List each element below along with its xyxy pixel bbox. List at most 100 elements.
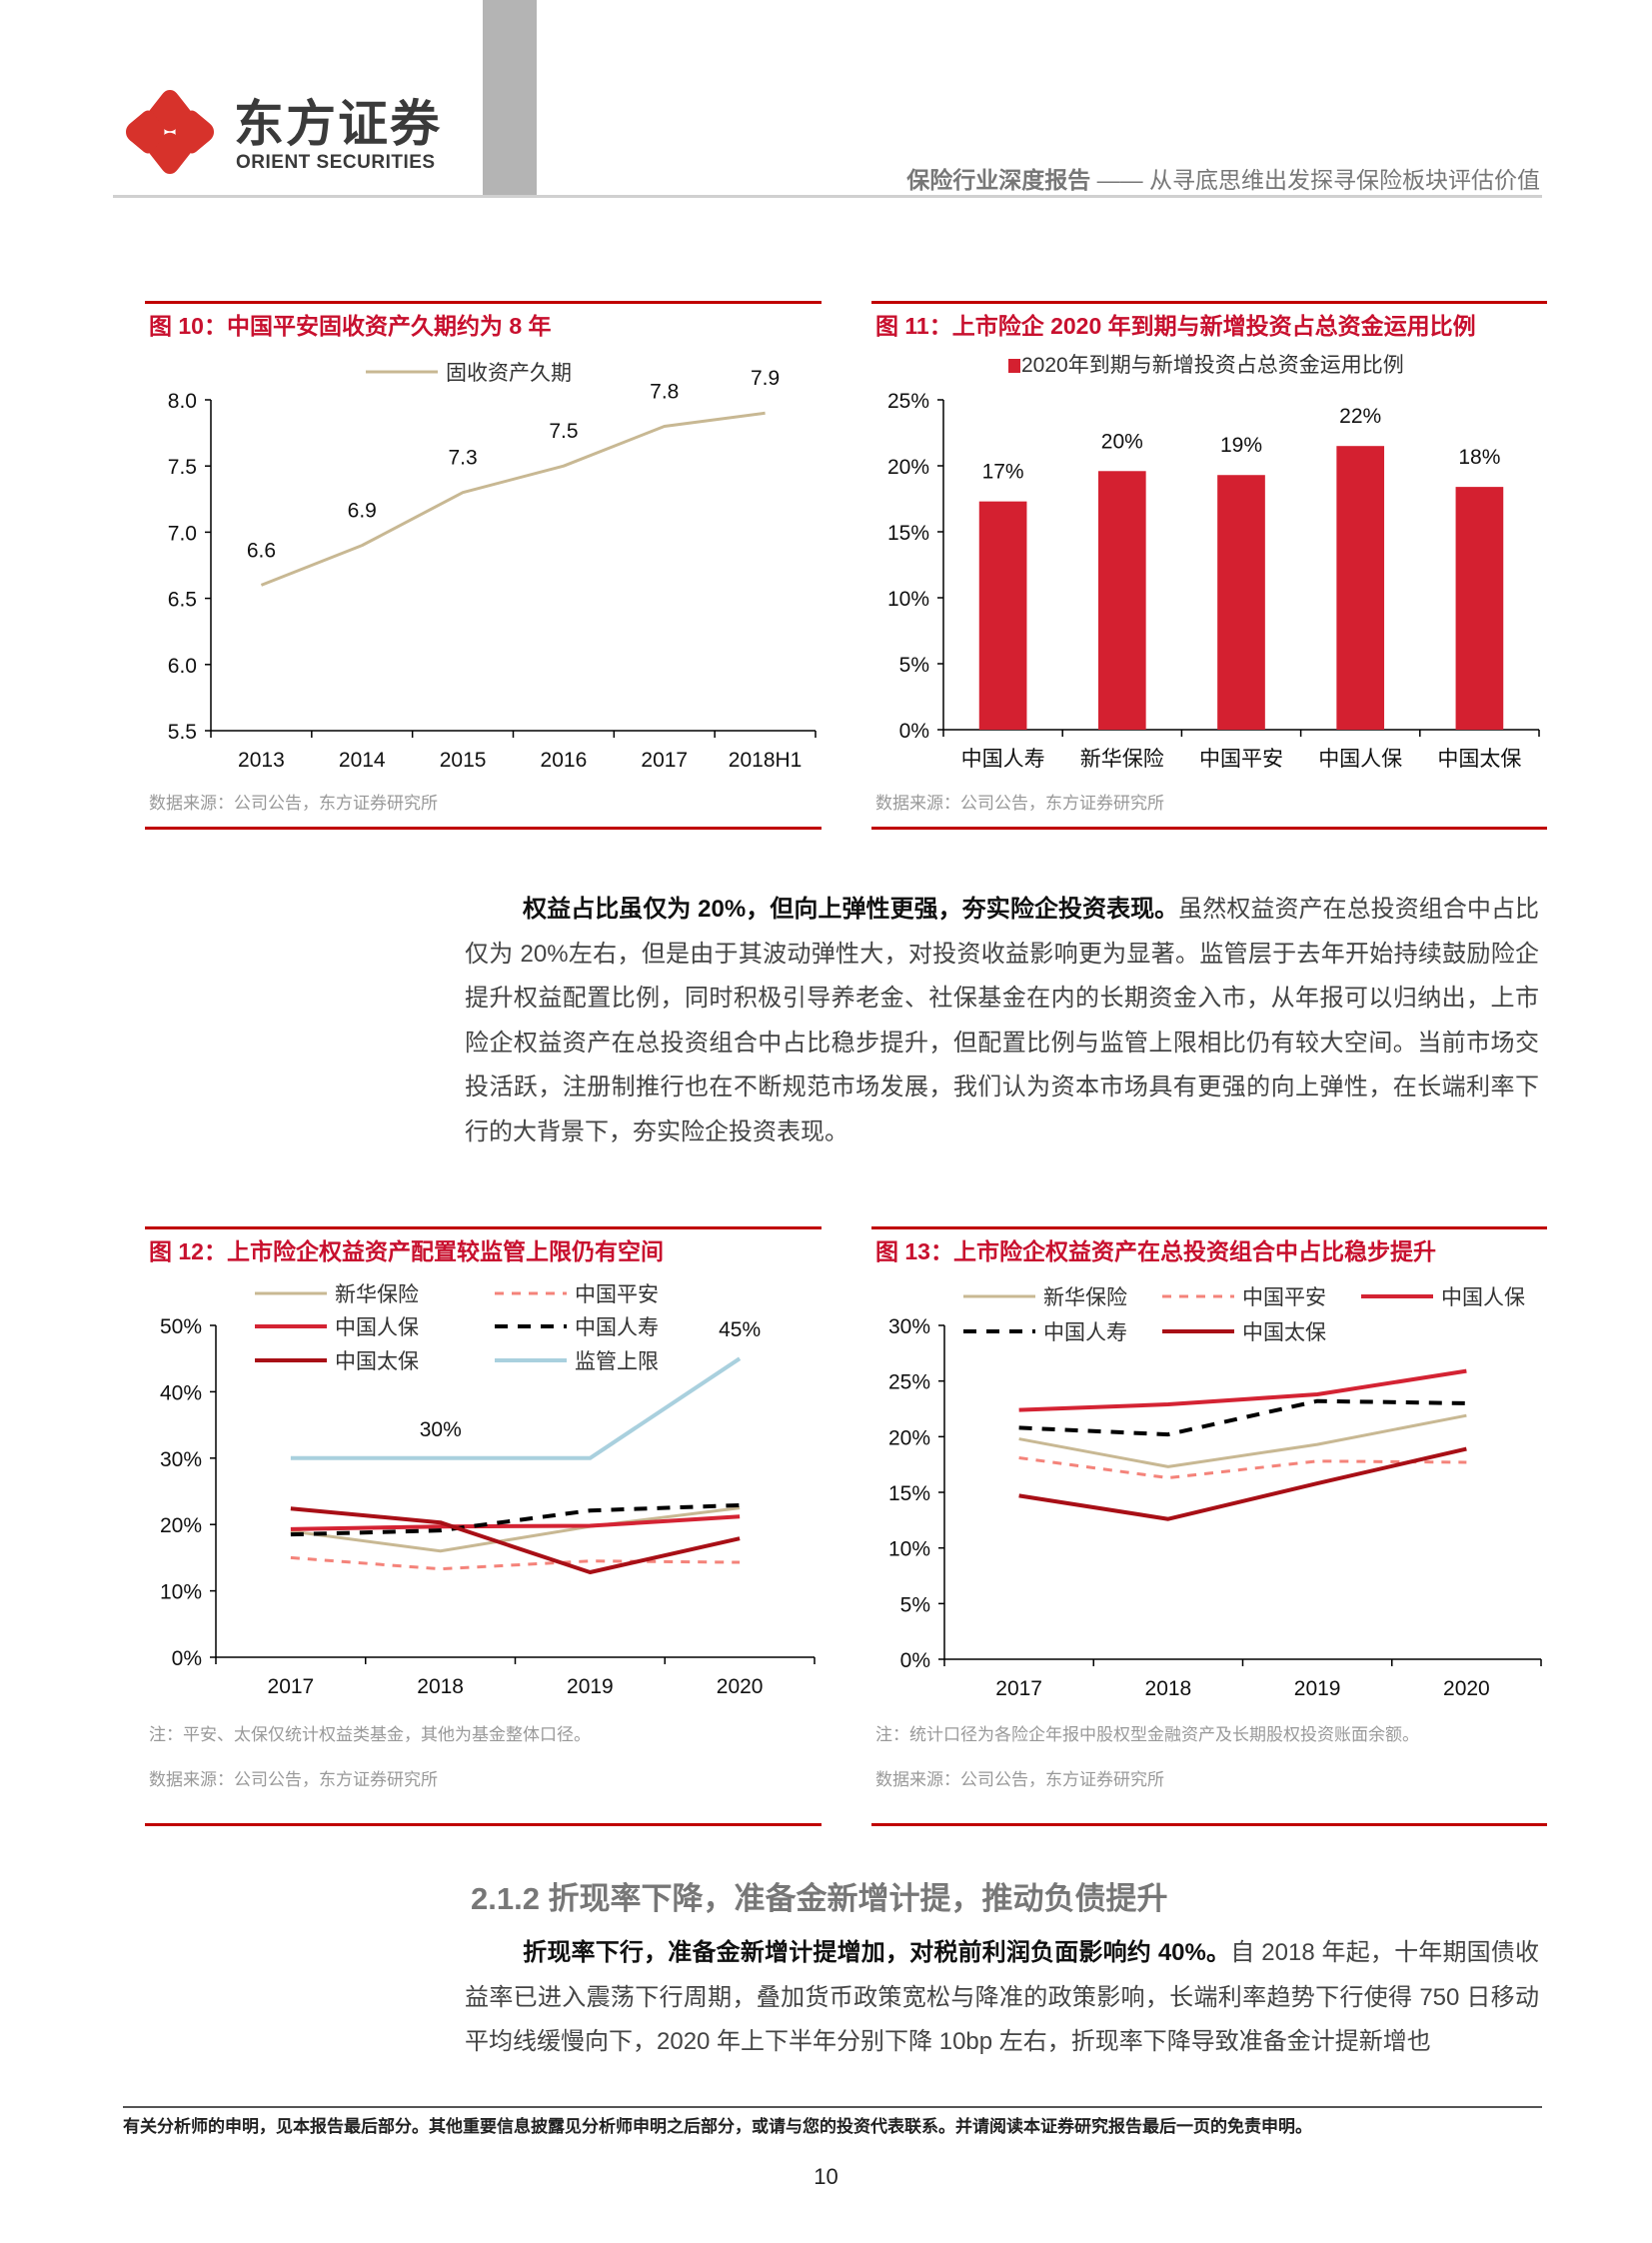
series-line <box>1018 1413 1467 1468</box>
data-label: 7.8 <box>650 380 679 403</box>
figure-title: 图 12：上市险企权益资产配置较监管上限仍有空间 <box>149 1238 664 1264</box>
bar <box>1217 475 1265 730</box>
legend-label: 监管上限 <box>575 1350 659 1373</box>
y-tick-label: 15% <box>887 522 929 545</box>
bar <box>1097 471 1146 730</box>
figure-source: 数据来源：公司公告，东方证券研究所 <box>875 1770 1164 1789</box>
y-tick-label: 7.0 <box>168 522 197 545</box>
legend-label: 新华保险 <box>1043 1286 1127 1309</box>
y-tick-label: 30% <box>160 1448 202 1471</box>
y-tick-label: 30% <box>888 1315 930 1338</box>
figure-bottom-rule <box>145 827 822 830</box>
x-tick-label: 中国太保 <box>1437 748 1521 771</box>
x-tick-label: 2016 <box>541 749 588 772</box>
x-tick-label: 2013 <box>238 749 285 772</box>
series-line <box>1018 1456 1467 1480</box>
legend-label: 2020年到期与新增投资占总资金运用比例 <box>1021 354 1404 377</box>
brand-name-cn: 东方证券 <box>234 96 442 152</box>
paragraph-text: 自 2018 年起，十年期国债收益率已进入震荡下行周期，叠加货币政策宽松与降准的… <box>465 1939 1540 2055</box>
report-type: 保险行业深度报告 <box>906 167 1091 193</box>
series-line <box>290 1502 741 1537</box>
paragraph-lead: 权益占比虽仅为 20%，但向上弹性更强，夯实险企投资表现。 <box>523 896 1179 923</box>
section-heading: 2.1.2 折现率下降，准备金新增计提，推动负债提升 <box>471 1881 1168 1916</box>
y-tick-label: 7.5 <box>168 456 197 479</box>
y-tick-label: 8.0 <box>168 390 197 413</box>
series-line <box>1018 1446 1467 1521</box>
legend-swatch <box>1008 359 1020 373</box>
y-tick-label: 0% <box>172 1647 202 1670</box>
series-line <box>1018 1368 1467 1412</box>
data-label: 7.5 <box>549 420 578 443</box>
body-paragraph-equity: 权益占比虽仅为 20%，但向上弹性更强，夯实险企投资表现。虽然权益资产在总投资组… <box>465 888 1539 1154</box>
figure-11: 图 11：上市险企 2020 年到期与新增投资占总资金运用比例 25% 20% 15… <box>871 301 1547 831</box>
figure-title: 图 11：上市险企 2020 年到期与新增投资占总资金运用比例 <box>875 313 1476 339</box>
x-tick-label: 中国人保 <box>1318 748 1402 771</box>
y-tick-label: 5% <box>900 1593 930 1616</box>
legend-label: 固收资产久期 <box>446 362 572 385</box>
bar <box>1455 487 1504 730</box>
orient-securities-logo-icon <box>126 90 214 174</box>
y-tick-label: 6.5 <box>168 589 197 612</box>
figure-bottom-rule <box>871 1823 1547 1826</box>
bar <box>1336 446 1385 730</box>
series-line <box>1018 1398 1467 1437</box>
body-paragraph-discount-rate: 折现率下行，准备金新增计提增加，对税前利润负面影响约 40%。自 2018 年起… <box>465 1931 1539 2065</box>
y-tick-label: 0% <box>900 1649 930 1672</box>
y-tick-label: 50% <box>160 1315 202 1338</box>
x-tick-label: 2020 <box>1443 1677 1490 1700</box>
x-tick-label: 2020 <box>717 1675 764 1698</box>
line-chart-equity-vs-cap: 50% 40% 30% 20% 10% 0% 2017 2018 2019 2020 新华保险 中国平… <box>160 1283 816 1698</box>
paragraph-text: 虽然权益资产在总投资组合中占比仅为 20%左右，但是由于其波动弹性大，对投资收益… <box>465 896 1539 1145</box>
series-line <box>290 1555 741 1571</box>
figure-note: 注：平安、太保仅统计权益类基金，其他为基金整体口径。 <box>149 1725 591 1744</box>
y-tick-label: 20% <box>887 456 929 479</box>
report-subtitle: 从寻底思维出发探寻保险板块评估价值 <box>1149 167 1540 193</box>
x-tick-label: 中国平安 <box>1199 748 1283 771</box>
figure-bottom-rule <box>871 827 1547 830</box>
data-label: 17% <box>982 461 1024 484</box>
y-tick-label: 15% <box>888 1482 930 1505</box>
x-tick-label: 2019 <box>1294 1677 1341 1700</box>
x-tick-label: 2018 <box>1145 1677 1192 1700</box>
figure-source: 数据来源：公司公告，东方证券研究所 <box>149 794 438 813</box>
footer-disclaimer: 有关分析师的申明，见本报告最后部分。其他重要信息披露见分析师申明之后部分，或请与… <box>123 2117 1312 2136</box>
figure-note: 注：统计口径为各险企年报中股权型金融资产及长期股权投资账面余额。 <box>875 1725 1419 1744</box>
figure-bottom-rule <box>145 1823 822 1826</box>
y-tick-label: 5% <box>899 654 929 677</box>
x-tick-label: 新华保险 <box>1080 748 1164 771</box>
series-line <box>260 411 766 587</box>
figure-title: 图 13：上市险企权益资产在总投资组合中占比稳步提升 <box>875 1238 1436 1264</box>
annotation-label: 45% <box>719 1318 761 1341</box>
y-tick-label: 25% <box>888 1371 930 1394</box>
data-label: 22% <box>1339 405 1381 428</box>
y-tick-label: 40% <box>160 1381 202 1404</box>
line-chart-equity-share: 30%25%20%15%10%5%0%2017 2018 2019 2020新华保险中… <box>888 1286 1542 1700</box>
line-chart-bond-duration: 8.0 7.5 7.0 6.5 6.0 5.5 2013 2014 2015 2016 2017 20… <box>168 362 817 772</box>
data-label: 6.6 <box>247 539 276 562</box>
header-divider <box>113 195 1542 198</box>
y-tick-label: 20% <box>160 1514 202 1537</box>
series-line <box>290 1514 741 1531</box>
x-tick-label: 2017 <box>641 749 688 772</box>
x-tick-label: 2018H1 <box>729 749 803 772</box>
legend-label: 新华保险 <box>335 1283 419 1306</box>
y-tick-label: 6.0 <box>168 655 197 678</box>
legend-label: 中国人寿 <box>1043 1321 1127 1344</box>
x-tick-label: 2015 <box>440 749 487 772</box>
x-tick-label: 中国人寿 <box>961 748 1045 771</box>
data-label: 6.9 <box>348 500 377 523</box>
data-label: 7.3 <box>448 447 477 470</box>
legend-label: 中国人寿 <box>575 1316 659 1339</box>
y-tick-label: 10% <box>888 1538 930 1561</box>
title-separator: —— <box>1090 167 1149 193</box>
x-tick-label: 2017 <box>995 1677 1042 1700</box>
x-tick-label: 2014 <box>339 749 386 772</box>
figure-title: 图 10：中国平安固收资产久期约为 8 年 <box>149 313 552 339</box>
x-tick-label: 2018 <box>417 1675 464 1698</box>
figure-12: 图 12：上市险企权益资产配置较监管上限仍有空间 50% 40% 30% 20% 10%… <box>145 1226 822 1826</box>
figure-source: 数据来源：公司公告，东方证券研究所 <box>149 1770 438 1789</box>
data-label: 19% <box>1220 434 1262 457</box>
y-tick-label: 10% <box>160 1581 202 1604</box>
y-tick-label: 25% <box>887 390 929 413</box>
bar-chart-investment-ratio: 25% 20% 15% 10% 5% 0% 中国人寿 新华保险 中国平安 中国人保 中国太保 2020… <box>887 354 1540 771</box>
